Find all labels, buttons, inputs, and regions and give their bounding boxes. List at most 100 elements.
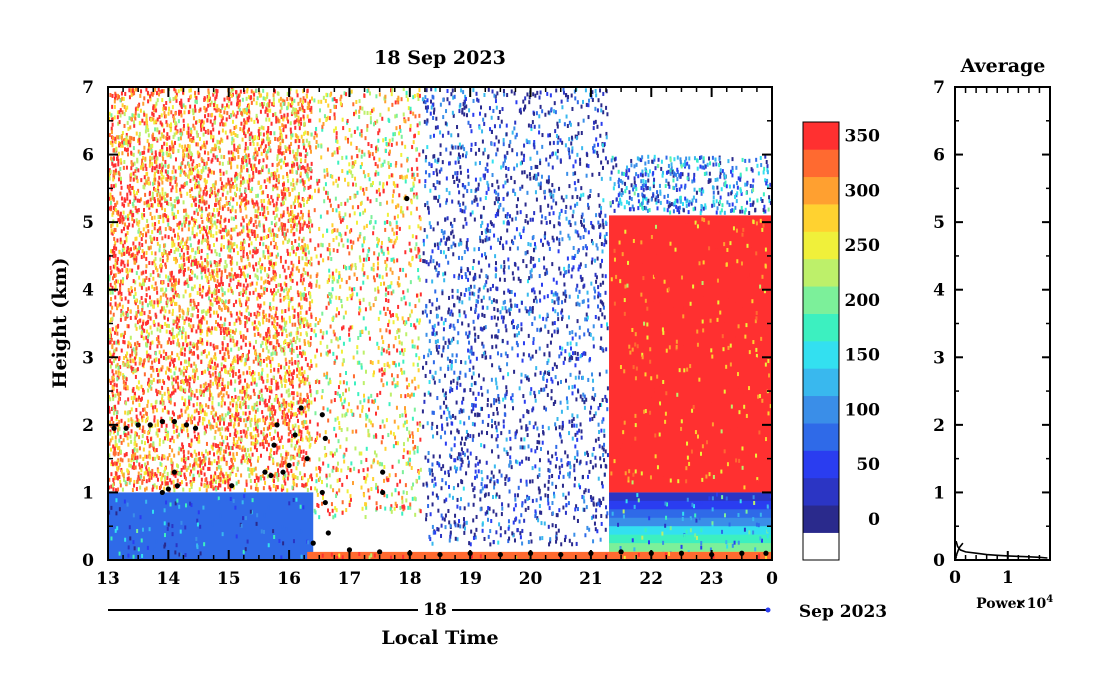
heatmap-pixel <box>112 210 115 215</box>
heatmap-pixel <box>280 460 283 465</box>
heatmap-pixel <box>282 222 285 227</box>
heatmap-pixel <box>190 167 193 172</box>
heatmap-pixel <box>168 135 171 140</box>
heatmap-pixel <box>269 148 272 153</box>
heatmap-pixel <box>167 393 170 398</box>
heatmap-pixel <box>266 433 269 438</box>
heatmap-pixel <box>176 342 179 347</box>
heatmap-pixel <box>194 93 197 98</box>
heatmap-pixel <box>274 137 277 142</box>
heatmap-pixel <box>220 247 223 252</box>
heatmap-pixel <box>298 338 301 343</box>
heatmap-pixel <box>238 92 241 97</box>
heatmap-pixel <box>290 260 293 265</box>
heatmap-pixel <box>253 152 256 157</box>
heatmap-pixel <box>300 102 303 107</box>
heatmap-pixel <box>194 90 197 95</box>
heatmap-pixel <box>267 198 270 203</box>
heatmap-pixel <box>307 407 310 412</box>
heatmap-pixel <box>133 448 136 453</box>
heatmap-pixel <box>282 476 285 481</box>
heatmap-pixel <box>288 191 291 196</box>
heatmap-pixel <box>229 471 232 476</box>
heatmap-pixel <box>206 245 209 250</box>
heatmap-pixel <box>294 252 297 257</box>
heatmap-pixel <box>165 293 168 298</box>
heatmap-pixel <box>113 104 116 109</box>
heatmap-pixel <box>215 231 218 236</box>
heatmap-pixel <box>133 479 136 484</box>
heatmap-pixel <box>142 447 145 452</box>
heatmap-pixel <box>230 379 233 384</box>
heatmap-pixel <box>302 317 305 322</box>
heatmap-pixel <box>120 143 123 148</box>
heatmap-pixel <box>170 300 173 305</box>
heatmap-pixel <box>245 214 248 219</box>
heatmap-pixel <box>278 126 281 131</box>
heatmap-pixel <box>265 317 268 322</box>
heatmap-pixel <box>198 224 201 229</box>
heatmap-pixel <box>130 286 133 291</box>
heatmap-pixel <box>135 486 138 491</box>
heatmap-pixel <box>181 423 184 428</box>
heatmap-pixel <box>216 104 219 109</box>
heatmap-pixel <box>126 213 129 218</box>
heatmap-pixel <box>146 303 149 308</box>
heatmap-pixel <box>175 376 178 381</box>
heatmap-pixel <box>152 368 155 373</box>
heatmap-pixel <box>122 334 125 339</box>
heatmap-pixel <box>212 442 215 447</box>
heatmap-pixel <box>154 405 157 410</box>
heatmap-pixel <box>274 472 277 477</box>
heatmap-pixel <box>262 212 265 217</box>
heatmap-pixel <box>164 262 167 267</box>
heatmap-pixel <box>236 261 239 266</box>
heatmap-pixel <box>223 155 226 160</box>
heatmap-pixel <box>127 344 130 349</box>
heatmap-pixel <box>163 405 166 410</box>
heatmap-pixel <box>154 448 157 453</box>
heatmap-pixel <box>235 311 238 316</box>
heatmap-pixel <box>289 381 292 386</box>
heatmap-pixel <box>119 108 122 113</box>
heatmap-pixel <box>264 421 267 426</box>
heatmap-pixel <box>298 377 301 382</box>
heatmap-pixel <box>172 388 175 393</box>
heatmap-pixel <box>302 374 305 379</box>
heatmap-pixel <box>136 455 139 460</box>
heatmap-pixel <box>203 161 206 166</box>
heatmap-pixel <box>143 175 146 180</box>
heatmap-pixel <box>180 447 183 452</box>
heatmap-pixel <box>274 89 277 94</box>
heatmap-pixel <box>262 320 265 325</box>
heatmap-pixel <box>221 416 224 421</box>
heatmap-pixel <box>206 332 209 337</box>
heatmap-pixel <box>153 181 156 186</box>
heatmap-pixel <box>253 445 256 450</box>
heatmap-pixel <box>172 215 175 220</box>
heatmap-pixel <box>273 273 276 278</box>
heatmap-pixel <box>279 102 282 107</box>
heatmap-pixel <box>308 307 311 312</box>
heatmap-pixel <box>175 182 178 187</box>
heatmap-pixel <box>134 196 137 201</box>
heatmap-pixel <box>246 283 249 288</box>
heatmap-pixel <box>116 446 119 451</box>
heatmap-pixel <box>267 355 270 360</box>
heatmap-pixel <box>116 466 119 471</box>
heatmap-pixel <box>245 387 248 392</box>
heatmap-pixel <box>282 297 285 302</box>
heatmap-pixel <box>214 147 217 152</box>
heatmap-pixel <box>216 295 219 300</box>
heatmap-pixel <box>262 486 265 491</box>
heatmap-pixel <box>233 387 236 392</box>
heatmap-pixel <box>157 322 160 327</box>
heatmap-pixel <box>245 479 248 484</box>
heatmap-pixel <box>181 351 184 356</box>
heatmap-pixel <box>239 89 242 94</box>
heatmap-pixel <box>141 305 144 310</box>
heatmap-pixel <box>138 282 141 287</box>
heatmap-pixel <box>210 135 213 140</box>
heatmap-pixel <box>126 307 129 312</box>
heatmap-pixel <box>180 248 183 253</box>
